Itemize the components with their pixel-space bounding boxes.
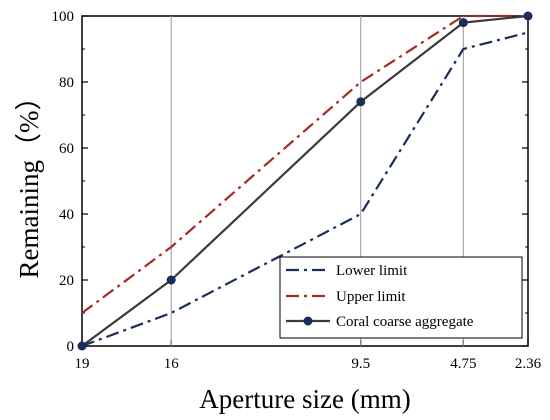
x-tick-labels: 19 16 9.5 4.75 2.36	[75, 356, 542, 372]
legend-label-lower-limit: Lower limit	[336, 263, 408, 279]
legend-marker-coral-coarse-aggregate	[303, 316, 313, 326]
x-tick-label: 9.5	[351, 356, 370, 372]
x-tick-label: 4.75	[450, 356, 476, 372]
y-tick-labels: 0 20 40 60 80 100	[52, 9, 75, 355]
series-line-lower-limit	[81, 31, 529, 348]
legend-entry-coral: Coral coarse aggregate	[286, 314, 474, 330]
data-point	[77, 341, 87, 351]
data-point	[523, 11, 533, 21]
legend-entry-upper: Upper limit	[286, 289, 406, 305]
x-tick-label: 19	[75, 356, 90, 372]
x-axis-title: Aperture size (mm)	[199, 384, 410, 414]
data-point	[356, 97, 366, 107]
x-tick-label: 16	[164, 356, 180, 372]
y-tick-label: 80	[59, 75, 74, 91]
legend: Lower limit Upper limit Coral coarse agg…	[279, 256, 523, 339]
legend-entry-lower: Lower limit	[286, 263, 408, 279]
series-line-upper-limit	[81, 14, 528, 314]
y-tick-label: 20	[59, 273, 74, 289]
y-tick-label: 40	[59, 207, 74, 223]
y-tick-label: 0	[67, 339, 75, 355]
legend-label-upper-limit: Upper limit	[336, 289, 406, 305]
y-tick-label: 60	[59, 141, 74, 157]
series-layer	[77, 11, 533, 351]
data-point	[458, 18, 468, 28]
data-point	[166, 275, 176, 285]
y-tick-label: 100	[52, 9, 75, 25]
legend-label-coral-coarse-aggregate: Coral coarse aggregate	[336, 314, 474, 330]
y-axis-title: Remaining（%）	[14, 84, 44, 279]
x-tick-label: 2.36	[515, 356, 542, 372]
